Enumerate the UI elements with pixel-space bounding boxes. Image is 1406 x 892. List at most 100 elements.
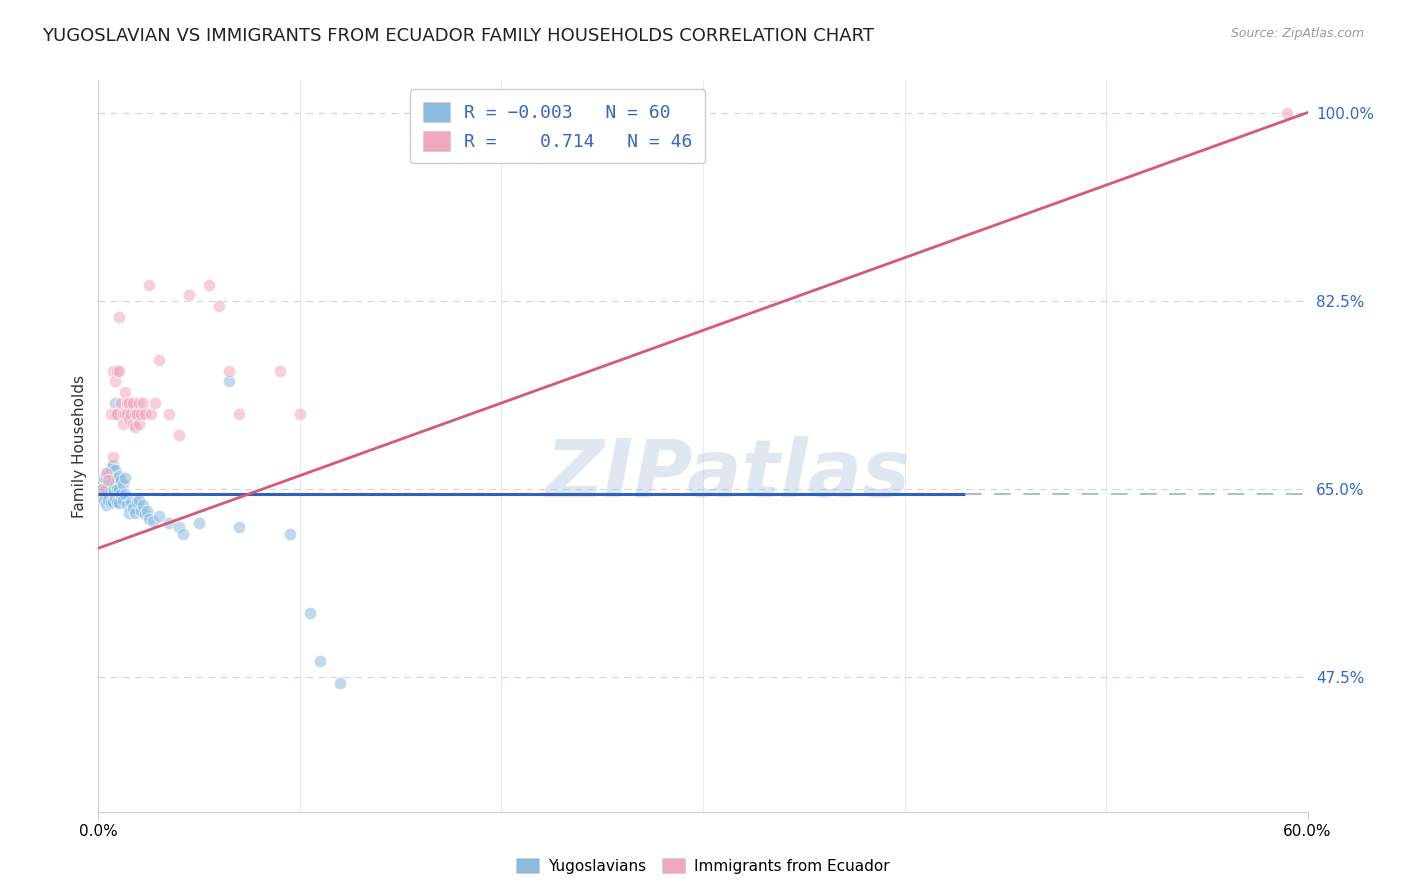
Point [228, 519, 250, 533]
Point [118, 396, 141, 410]
Point [105, 364, 128, 378]
Point [100, 484, 122, 499]
Point [172, 527, 194, 541]
Point [101, 450, 124, 464]
Point [115, 498, 138, 512]
Text: Source: ZipAtlas.com: Source: ZipAtlas.com [1230, 27, 1364, 40]
Point [118, 412, 141, 426]
Point [129, 407, 152, 421]
Point [125, 495, 148, 509]
Point [121, 501, 143, 516]
Point [100, 496, 122, 510]
Point [115, 396, 138, 410]
Point [128, 396, 150, 410]
Point [138, 277, 160, 292]
Point [105, 471, 128, 485]
Point [101, 471, 124, 485]
Legend: R = −0.003   N = 60, R =    0.714   N = 46: R = −0.003 N = 60, R = 0.714 N = 46 [411, 89, 706, 163]
Point [269, 364, 291, 378]
Point [114, 471, 136, 485]
Point [101, 482, 124, 496]
Point [101, 458, 124, 473]
Point [107, 310, 129, 324]
Point [309, 654, 332, 668]
Point [93, 484, 115, 499]
Point [89, 476, 111, 491]
Point [128, 417, 150, 432]
Point [125, 407, 148, 421]
Point [188, 516, 211, 531]
Point [111, 476, 134, 491]
Point [105, 407, 128, 421]
Legend: Yugoslavians, Immigrants from Ecuador: Yugoslavians, Immigrants from Ecuador [510, 852, 896, 880]
Point [101, 495, 124, 509]
Y-axis label: Family Households: Family Households [72, 375, 87, 517]
Point [157, 516, 180, 531]
Point [278, 527, 301, 541]
Point [100, 460, 122, 475]
Point [121, 417, 143, 432]
Point [132, 396, 155, 410]
Point [138, 512, 160, 526]
Point [103, 491, 125, 505]
Point [93, 492, 115, 507]
Text: ZIPatlas: ZIPatlas [544, 436, 910, 515]
Point [157, 407, 180, 421]
Point [105, 495, 128, 509]
Point [218, 364, 240, 378]
Point [96, 482, 118, 496]
Point [299, 606, 322, 620]
Point [110, 487, 132, 501]
Point [107, 496, 129, 510]
Point [134, 507, 156, 521]
Point [107, 469, 129, 483]
Point [103, 476, 125, 491]
Point [103, 407, 125, 421]
Point [111, 492, 134, 507]
Point [208, 299, 231, 313]
Point [107, 364, 129, 378]
Point [124, 419, 146, 434]
Point [1277, 105, 1299, 120]
Point [142, 514, 165, 528]
Point [118, 506, 141, 520]
Point [103, 396, 125, 410]
Point [143, 396, 166, 410]
Text: YUGOSLAVIAN VS IMMIGRANTS FROM ECUADOR FAMILY HOUSEHOLDS CORRELATION CHART: YUGOSLAVIAN VS IMMIGRANTS FROM ECUADOR F… [42, 27, 875, 45]
Point [110, 474, 132, 488]
Point [111, 407, 134, 421]
Point [91, 482, 114, 496]
Point [148, 353, 170, 368]
Point [128, 492, 150, 507]
Point [132, 498, 155, 512]
Point [329, 675, 352, 690]
Point [218, 375, 240, 389]
Point [105, 482, 128, 496]
Point [91, 491, 114, 505]
Point [114, 407, 136, 421]
Point [96, 466, 118, 480]
Point [124, 407, 146, 421]
Point [91, 482, 114, 496]
Point [120, 495, 142, 509]
Point [114, 487, 136, 501]
Point [139, 407, 162, 421]
Point [129, 503, 152, 517]
Point [110, 396, 132, 410]
Point [107, 482, 129, 496]
Point [124, 506, 146, 520]
Point [148, 508, 170, 523]
Point [97, 466, 120, 480]
Point [134, 407, 156, 421]
Point [135, 503, 157, 517]
Point [114, 385, 136, 400]
Point [121, 396, 143, 410]
Point [97, 474, 120, 488]
Point [96, 498, 118, 512]
Point [93, 471, 115, 485]
Point [100, 474, 122, 488]
Point [103, 375, 125, 389]
Point [111, 417, 134, 432]
Point [97, 492, 120, 507]
Point [198, 277, 221, 292]
